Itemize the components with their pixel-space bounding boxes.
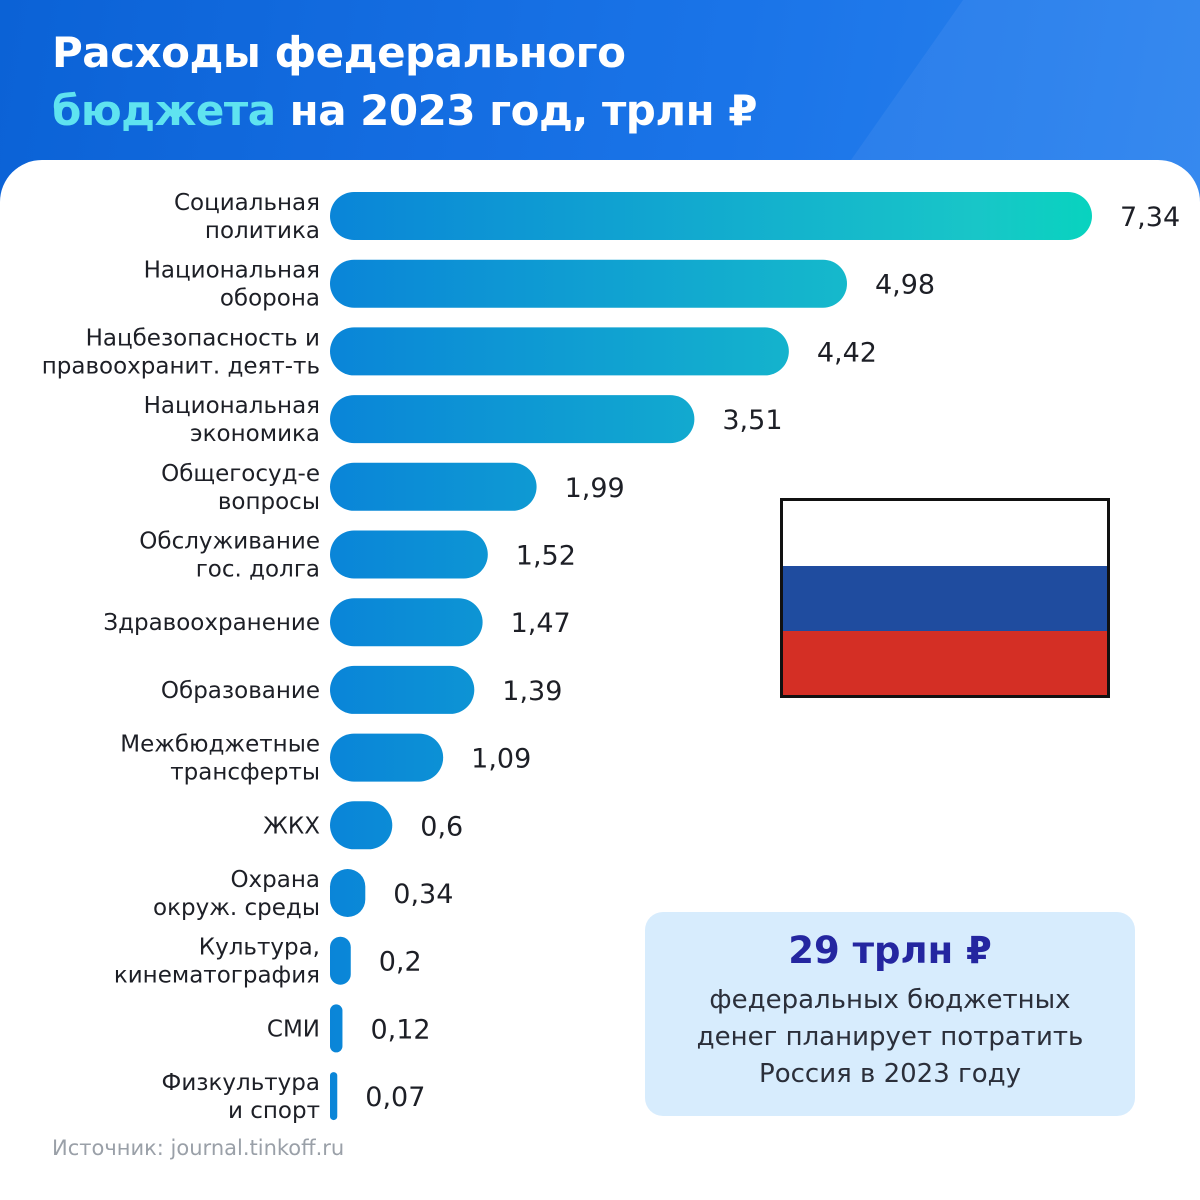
russia-flag-icon: [780, 498, 1110, 698]
total-line-2: денег планирует потратить: [696, 1022, 1084, 1052]
bar-group: 7,34Социальнаяполитика4,98Национальнаяоб…: [42, 190, 1180, 1124]
category-label: политика: [205, 218, 320, 244]
total-description: федеральных бюджетных денег планирует по…: [645, 982, 1135, 1093]
bar-value-label: 0,34: [393, 879, 453, 910]
category-label: оборона: [220, 286, 320, 312]
category-label: Социальная: [174, 190, 320, 216]
bar-value-label: 0,2: [379, 947, 422, 978]
bar: [330, 665, 475, 714]
category-label: Общегосуд-е: [161, 461, 320, 487]
bar-value-label: 0,07: [365, 1082, 425, 1113]
bar: [330, 530, 488, 579]
category-label: гос. долга: [196, 557, 320, 583]
page-title: Расходы федерального бюджета на 2023 год…: [52, 24, 758, 140]
flag-blue-stripe: [783, 565, 1107, 631]
bar-value-label: 1,09: [471, 744, 531, 775]
title-line-1: Расходы федерального: [52, 28, 626, 77]
bar: [330, 801, 393, 850]
category-label: правоохранит. деят-ть: [42, 353, 320, 379]
bar: [330, 733, 444, 782]
category-label: окруж. среды: [153, 895, 320, 921]
bar: [330, 192, 1092, 240]
category-label: экономика: [190, 421, 320, 447]
category-label: Здравоохранение: [103, 610, 320, 636]
category-label: Нацбезопасность и: [86, 325, 320, 351]
bar: [330, 259, 847, 308]
bar: [330, 1072, 338, 1121]
bar-value-label: 4,98: [875, 270, 935, 301]
bar: [330, 936, 351, 985]
bar: [330, 327, 789, 376]
bar: [330, 395, 695, 444]
bar-value-label: 7,34: [1120, 202, 1180, 233]
category-label: Межбюджетные: [120, 732, 320, 758]
category-label: Образование: [161, 678, 320, 704]
category-label: Охрана: [230, 867, 320, 893]
bar-value-label: 3,51: [722, 405, 782, 436]
bar-value-label: 0,12: [370, 1014, 430, 1045]
bar-value-label: 1,52: [516, 541, 576, 572]
flag-red-stripe: [783, 630, 1107, 695]
category-label: кинематография: [114, 963, 320, 989]
bar-value-label: 1,99: [565, 473, 625, 504]
category-label: и спорт: [228, 1098, 320, 1124]
category-label: Культура,: [199, 935, 320, 961]
bar: [330, 1004, 343, 1053]
title-highlight: бюджета: [52, 86, 276, 135]
total-line-3: Россия в 2023 году: [759, 1059, 1021, 1089]
title-line-2: на 2023 год, трлн ₽: [275, 86, 758, 135]
bar-value-label: 0,6: [420, 811, 463, 842]
category-label: Физкультура: [162, 1070, 320, 1096]
source-note: Источник: journal.tinkoff.ru: [52, 1136, 345, 1160]
category-label: Национальная: [144, 258, 320, 284]
bar-value-label: 1,47: [511, 608, 571, 639]
bar: [330, 598, 483, 647]
total-line-1: федеральных бюджетных: [709, 985, 1071, 1015]
bar: [330, 869, 366, 917]
category-label: СМИ: [267, 1016, 320, 1042]
category-label: ЖКХ: [263, 813, 320, 839]
total-callout: 29 трлн ₽ федеральных бюджетных денег пл…: [645, 912, 1135, 1116]
bar: [330, 462, 537, 511]
category-label: вопросы: [218, 489, 320, 515]
bar-value-label: 1,39: [502, 676, 562, 707]
category-label: Национальная: [144, 393, 320, 419]
flag-white-stripe: [783, 501, 1107, 566]
category-label: трансферты: [170, 760, 320, 786]
bar-value-label: 4,42: [817, 337, 877, 368]
total-value: 29 трлн ₽: [788, 929, 992, 972]
category-label: Обслуживание: [139, 529, 320, 555]
